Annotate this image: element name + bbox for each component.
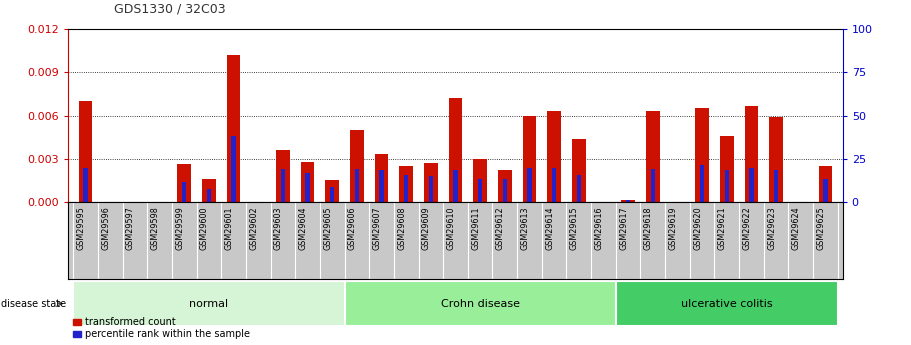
Bar bbox=[577, 175, 581, 202]
Bar bbox=[773, 170, 778, 202]
Bar bbox=[572, 139, 586, 202]
FancyBboxPatch shape bbox=[616, 281, 838, 326]
Text: GSM29595: GSM29595 bbox=[77, 206, 86, 250]
Bar bbox=[428, 176, 433, 202]
Text: normal: normal bbox=[189, 299, 229, 308]
Bar bbox=[478, 179, 483, 202]
Text: GSM29601: GSM29601 bbox=[224, 206, 233, 250]
Bar bbox=[227, 55, 241, 202]
Bar bbox=[330, 187, 334, 202]
Bar bbox=[305, 173, 310, 202]
Legend: transformed count, percentile rank within the sample: transformed count, percentile rank withi… bbox=[73, 317, 250, 339]
Bar bbox=[202, 179, 216, 202]
Text: GSM29603: GSM29603 bbox=[274, 206, 283, 250]
Bar bbox=[182, 182, 187, 202]
Bar bbox=[84, 168, 87, 202]
Text: GSM29610: GSM29610 bbox=[446, 206, 456, 250]
Text: GSM29621: GSM29621 bbox=[718, 206, 727, 250]
Bar bbox=[700, 165, 704, 202]
Bar bbox=[178, 165, 191, 202]
Bar bbox=[646, 111, 660, 202]
Bar bbox=[301, 161, 314, 202]
Text: GSM29620: GSM29620 bbox=[693, 206, 702, 250]
Bar bbox=[650, 169, 655, 202]
FancyBboxPatch shape bbox=[73, 281, 344, 326]
Text: GSM29605: GSM29605 bbox=[323, 206, 333, 250]
Bar bbox=[474, 159, 487, 202]
Bar bbox=[404, 175, 408, 202]
Text: GSM29609: GSM29609 bbox=[422, 206, 431, 250]
Text: GSM29622: GSM29622 bbox=[742, 206, 752, 250]
Text: GSM29602: GSM29602 bbox=[250, 206, 258, 250]
Text: GSM29608: GSM29608 bbox=[397, 206, 406, 250]
Text: GSM29596: GSM29596 bbox=[101, 206, 110, 250]
Text: GSM29613: GSM29613 bbox=[520, 206, 529, 250]
Bar bbox=[207, 189, 211, 202]
Bar bbox=[695, 108, 709, 202]
Bar bbox=[724, 170, 729, 202]
Bar bbox=[281, 169, 285, 202]
Text: disease state: disease state bbox=[1, 299, 66, 308]
Text: ulcerative colitis: ulcerative colitis bbox=[681, 299, 773, 308]
Text: GSM29619: GSM29619 bbox=[669, 206, 678, 250]
Bar bbox=[374, 155, 388, 202]
Bar bbox=[552, 168, 557, 202]
Bar bbox=[449, 98, 462, 202]
Bar bbox=[621, 200, 635, 202]
Bar bbox=[720, 136, 733, 202]
Text: GSM29599: GSM29599 bbox=[175, 206, 184, 250]
Bar bbox=[498, 170, 512, 202]
Bar bbox=[276, 150, 290, 202]
Text: GSM29614: GSM29614 bbox=[545, 206, 554, 250]
Text: GDS1330 / 32C03: GDS1330 / 32C03 bbox=[114, 2, 226, 16]
Text: GSM29611: GSM29611 bbox=[471, 206, 480, 250]
Text: GSM29612: GSM29612 bbox=[496, 206, 505, 250]
Text: GSM29623: GSM29623 bbox=[767, 206, 776, 250]
Text: GSM29616: GSM29616 bbox=[595, 206, 603, 250]
Bar bbox=[527, 168, 532, 202]
Text: GSM29618: GSM29618 bbox=[644, 206, 653, 250]
Text: GSM29615: GSM29615 bbox=[569, 206, 578, 250]
Text: Crohn disease: Crohn disease bbox=[441, 299, 519, 308]
FancyBboxPatch shape bbox=[344, 281, 616, 326]
Text: GSM29600: GSM29600 bbox=[200, 206, 209, 250]
Text: GSM29607: GSM29607 bbox=[373, 206, 382, 250]
Bar bbox=[769, 117, 783, 202]
Bar bbox=[824, 179, 827, 202]
Bar bbox=[503, 179, 507, 202]
Bar bbox=[626, 200, 630, 202]
Bar bbox=[454, 170, 457, 202]
Bar bbox=[819, 166, 832, 202]
Bar bbox=[523, 116, 537, 202]
Bar bbox=[231, 136, 236, 202]
Bar bbox=[379, 170, 384, 202]
Bar bbox=[749, 168, 753, 202]
Bar bbox=[350, 130, 363, 202]
Bar bbox=[79, 101, 92, 202]
Text: GSM29606: GSM29606 bbox=[348, 206, 357, 250]
Text: GSM29617: GSM29617 bbox=[619, 206, 628, 250]
Text: GSM29624: GSM29624 bbox=[792, 206, 801, 250]
Bar bbox=[325, 180, 339, 202]
Text: GSM29604: GSM29604 bbox=[299, 206, 308, 250]
Bar bbox=[424, 163, 437, 202]
Text: GSM29597: GSM29597 bbox=[126, 206, 135, 250]
Bar bbox=[399, 166, 413, 202]
Bar bbox=[744, 106, 758, 202]
Bar bbox=[548, 111, 561, 202]
Bar bbox=[354, 169, 359, 202]
Text: GSM29598: GSM29598 bbox=[150, 206, 159, 250]
Text: GSM29625: GSM29625 bbox=[816, 206, 825, 250]
